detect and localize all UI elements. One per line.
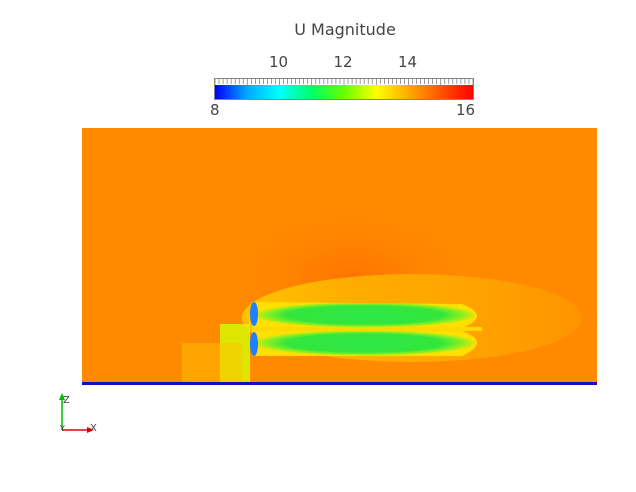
- z-axis-arrow: [59, 393, 65, 400]
- legend-max-label: 16: [456, 101, 476, 119]
- colorbar-gradient: [215, 79, 473, 99]
- axes-triad: Z Y X: [54, 390, 104, 436]
- colorbar-minor-ticks: [215, 79, 473, 85]
- rotor-upper: [250, 302, 258, 326]
- velocity-field: [82, 128, 597, 385]
- x-axis-label: X: [90, 423, 97, 434]
- y-axis-label: Y: [59, 424, 65, 433]
- rotor-lower: [250, 332, 258, 356]
- colorbar-fill: [215, 85, 473, 99]
- axes-triad-svg: Z Y X: [59, 393, 97, 434]
- z-axis-label: Z: [63, 395, 70, 406]
- colorbar: [214, 78, 474, 100]
- legend-title: U Magnitude: [294, 20, 396, 39]
- upper-wake: [252, 302, 477, 328]
- ground-boundary: [82, 382, 597, 385]
- inlet-fade: [182, 343, 242, 385]
- color-legend: 8 16 10 12 14: [210, 53, 476, 119]
- field-plot: [82, 128, 597, 385]
- lower-wake: [252, 330, 477, 356]
- x-axis-arrow: [87, 427, 94, 433]
- legend-tick-label: 14: [397, 53, 418, 71]
- legend-tick-label: 12: [333, 53, 353, 71]
- legend-min-label: 8: [210, 101, 220, 119]
- legend-tick-label: 10: [268, 53, 289, 71]
